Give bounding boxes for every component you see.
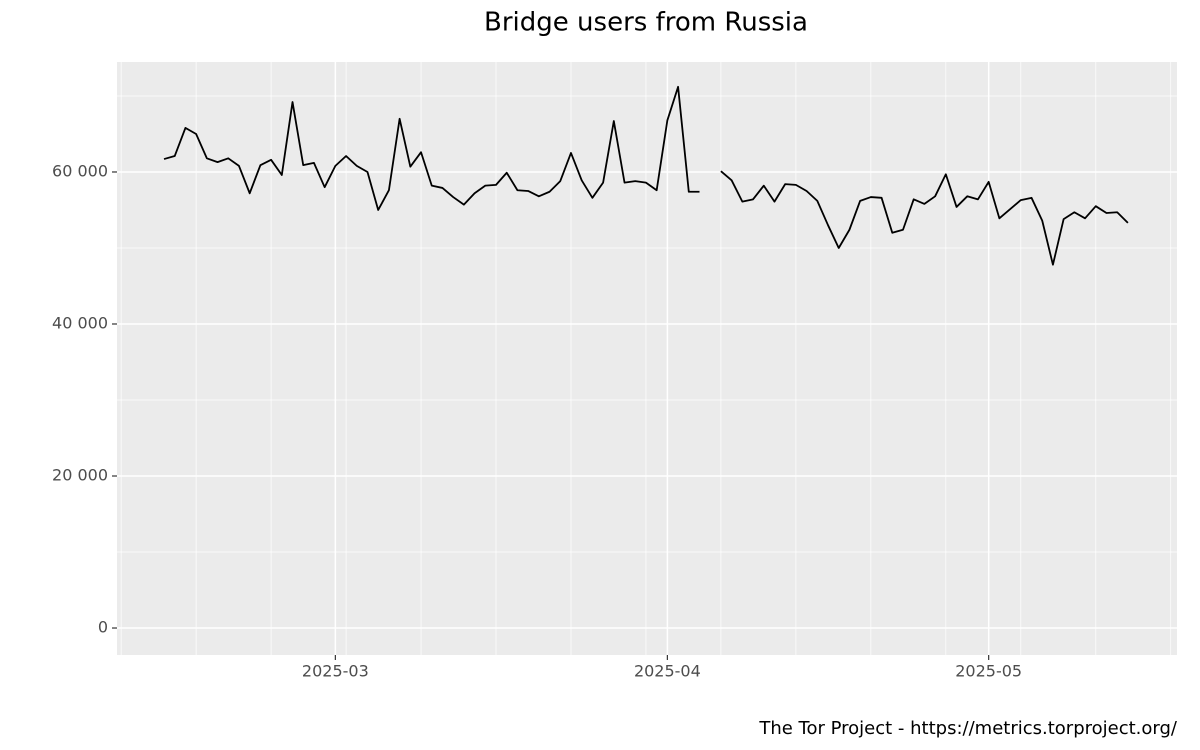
x-tick-label: 2025-05 [955,662,1022,681]
x-tick-label: 2025-04 [634,662,701,681]
plot-background [117,62,1177,655]
x-tick-label: 2025-03 [302,662,369,681]
y-tick-label: 60 000 [52,161,108,180]
y-tick-label: 0 [98,618,108,637]
y-tick-label: 20 000 [52,466,108,485]
data-line [163,85,1129,266]
caption: The Tor Project - https://metrics.torpro… [758,718,1178,739]
chart-title: Bridge users from Russia [484,8,808,38]
y-tick-label: 40 000 [52,313,108,332]
